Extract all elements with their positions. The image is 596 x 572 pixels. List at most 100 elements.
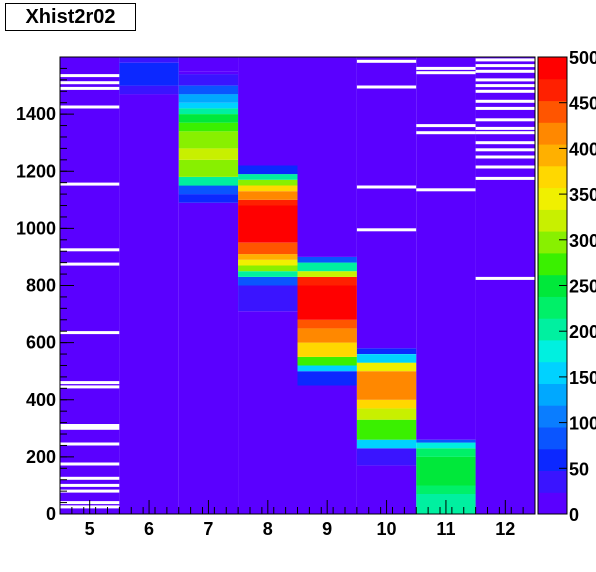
empty-bin: [475, 118, 535, 122]
empty-bin: [60, 385, 120, 389]
heatmap-cell: [178, 85, 239, 95]
heatmap-cell: [356, 448, 417, 466]
y-tick-label: 1200: [16, 161, 56, 181]
heatmap-cell: [356, 439, 417, 449]
empty-bin: [475, 58, 535, 62]
x-axis: 5 6 7 8 9 10 11 12: [59, 500, 536, 539]
heatmap-cell: [356, 354, 417, 363]
empty-bin: [475, 165, 535, 169]
chart-title: Xhist2r02: [5, 3, 136, 31]
colorbar-swatch: [538, 470, 567, 493]
heatmap-cell: [238, 191, 298, 200]
empty-bin: [60, 182, 120, 186]
heatmap-cell: [178, 71, 239, 75]
heatmap-cell: [119, 62, 179, 86]
y-tick-label: 1000: [16, 218, 56, 238]
empty-bin: [475, 148, 535, 152]
heatmap-cell: [178, 148, 239, 160]
empty-bin: [60, 462, 120, 466]
colorbar-swatch: [538, 165, 567, 189]
empty-bin: [475, 89, 535, 93]
heatmap-cell: [297, 276, 357, 286]
heatmap-cell: [119, 57, 179, 63]
y-tick-label: 200: [26, 447, 56, 467]
heatmap-cell: [416, 485, 476, 494]
heatmap-cell: [238, 259, 298, 266]
colorbar-swatch: [538, 405, 567, 428]
empty-bin: [475, 131, 535, 135]
heatmap-cell: [297, 328, 357, 343]
heatmap-cell: [238, 254, 298, 260]
colorbar-swatch: [538, 78, 567, 102]
heatmap-cell: [238, 165, 298, 175]
heatmap-cell: [297, 365, 357, 372]
heatmap-cell: [238, 285, 298, 312]
empty-bin: [416, 131, 476, 135]
empty-bin: [475, 106, 535, 110]
y-axis: 0 200 400 600 800 1000 1200 1400: [16, 56, 74, 524]
heatmap-cell: [416, 442, 476, 449]
empty-bin: [60, 105, 120, 109]
heatmap-cell: [178, 131, 239, 149]
heatmap-cell: [297, 356, 357, 366]
colorbar-tick-label: 350: [569, 185, 596, 205]
empty-bin: [475, 69, 535, 73]
heatmap-cell: [238, 311, 298, 514]
heatmap-cell: [238, 276, 298, 286]
heatmap-cell: [297, 385, 357, 514]
heatmap-cell: [119, 85, 179, 95]
x-tick-label: 8: [263, 519, 273, 539]
empty-bin: [60, 248, 120, 252]
empty-bin: [356, 85, 417, 89]
heatmap-cell: [356, 57, 417, 349]
heatmap-cell: [297, 319, 357, 329]
heatmap-cell: [238, 205, 298, 243]
heatmap-cell: [297, 371, 357, 386]
colorbar-swatch: [538, 427, 567, 450]
empty-bin: [356, 185, 417, 189]
heatmap-cell: [238, 242, 298, 255]
colorbar: 0 50 100 150 200 250 300 350 400 450 500: [537, 48, 596, 525]
colorbar-swatch: [538, 296, 567, 319]
heatmap-cell: [475, 57, 535, 514]
empty-bin: [475, 99, 535, 103]
heatmap-cell: [416, 57, 476, 440]
heatmap-cell: [238, 271, 298, 277]
colorbar-swatch: [538, 383, 567, 406]
x-tick-label: 11: [436, 519, 455, 539]
heatmap-cell: [178, 122, 239, 132]
heatmap-cell: [238, 199, 298, 206]
colorbar-tick-label: 300: [569, 231, 596, 251]
empty-bin: [416, 124, 476, 128]
empty-bin: [60, 489, 120, 493]
empty-bin: [475, 141, 535, 145]
colorbar-swatch: [538, 274, 567, 297]
empty-bin: [475, 84, 535, 88]
colorbar-swatch: [538, 187, 567, 210]
colorbar-swatch: [538, 252, 567, 276]
heatmap-cell: [178, 202, 239, 207]
empty-bin: [60, 86, 120, 90]
x-tick-label: 12: [495, 519, 515, 539]
heatmap-cell: [297, 262, 357, 272]
heatmap-cell: [297, 57, 357, 257]
empty-bin: [60, 331, 120, 335]
x-tick-label: 9: [322, 519, 332, 539]
heatmap-cell: [238, 57, 298, 166]
heatmap-cell: [238, 185, 298, 192]
heatmap-cell: [178, 194, 239, 203]
heatmap-cell: [297, 256, 357, 263]
heatmap-cell: [356, 371, 417, 400]
heatmap-cells: [60, 57, 535, 514]
colorbar-tick-label: 500: [569, 48, 596, 68]
heatmap-cell: [356, 408, 417, 420]
heatmap-cell: [178, 207, 239, 514]
colorbar-swatch: [538, 144, 567, 167]
empty-bin: [60, 262, 120, 266]
colorbar-swatch: [538, 448, 567, 471]
empty-bin: [60, 74, 120, 78]
heatmap-cell: [178, 159, 239, 177]
colorbar-tick-label: 450: [569, 94, 596, 114]
empty-bin: [416, 71, 476, 75]
colorbar-swatch: [538, 339, 567, 363]
